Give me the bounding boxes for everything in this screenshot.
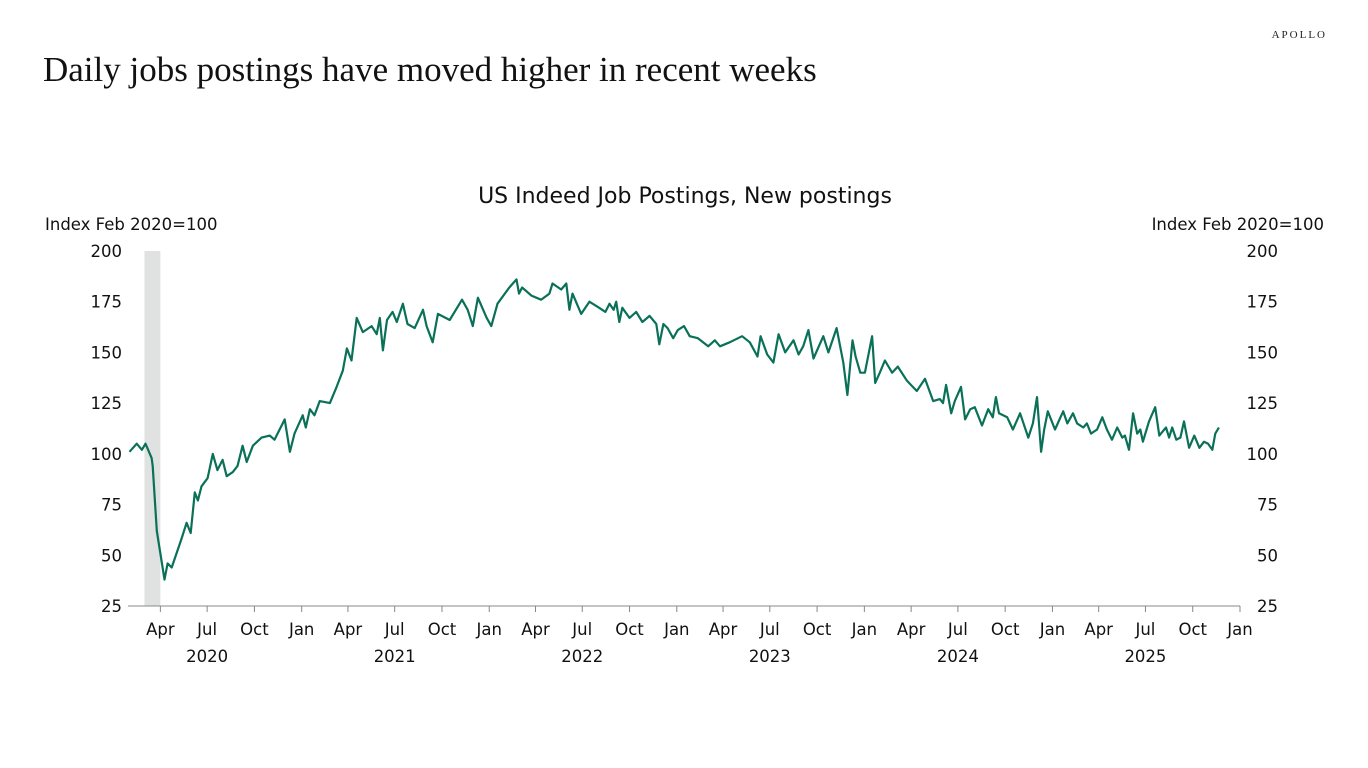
y-tick-label-right: 25 — [1257, 597, 1278, 616]
x-year-label: 2021 — [374, 647, 416, 666]
y-tick-label-left: 75 — [101, 496, 122, 515]
y-tick-label-right: 200 — [1247, 242, 1279, 261]
x-tick-label: Jul — [384, 620, 405, 639]
y-tick-label-right: 75 — [1257, 496, 1278, 515]
x-tick-label: Jul — [1134, 620, 1155, 639]
apollo-logo: APOLLO — [1271, 29, 1327, 41]
x-tick-label: Jul — [759, 620, 780, 639]
x-tick-label: Apr — [146, 620, 175, 639]
x-tick-label: Oct — [803, 620, 832, 639]
x-year-label: 2020 — [186, 647, 228, 666]
x-tick-label: Apr — [709, 620, 738, 639]
x-tick-label: Oct — [240, 620, 269, 639]
x-year-label: 2022 — [561, 647, 603, 666]
y-tick-label-left: 125 — [91, 394, 123, 413]
x-tick-label: Jan — [663, 620, 689, 639]
y-tick-label-left: 200 — [91, 242, 123, 261]
y-tick-label-right: 150 — [1247, 343, 1279, 362]
x-tick-label: Apr — [521, 620, 550, 639]
y-tick-label-left: 50 — [101, 546, 122, 565]
x-tick-label: Apr — [1084, 620, 1113, 639]
x-tick-label: Jan — [1226, 620, 1252, 639]
x-tick-label: Jul — [196, 620, 217, 639]
x-year-label: 2025 — [1124, 647, 1166, 666]
chart-title: US Indeed Job Postings, New postings — [478, 184, 892, 209]
y-tick-label-left: 25 — [101, 597, 122, 616]
x-tick-label: Jan — [476, 620, 502, 639]
x-tick-label: Jan — [851, 620, 877, 639]
slide-headline: Daily jobs postings have moved higher in… — [43, 50, 817, 89]
x-tick-label: Oct — [428, 620, 457, 639]
y-tick-label-left: 175 — [91, 293, 123, 312]
x-tick-label: Apr — [897, 620, 926, 639]
x-tick-label: Jul — [571, 620, 592, 639]
x-tick-label: Apr — [334, 620, 363, 639]
recession-shading — [144, 251, 161, 606]
x-tick-label: Jan — [288, 620, 314, 639]
job-postings-line — [128, 278, 1220, 581]
y-axis-label-left: Index Feb 2020=100 — [45, 215, 217, 234]
x-tick-label: Jul — [947, 620, 968, 639]
y-axis-label-right: Index Feb 2020=100 — [1152, 215, 1324, 234]
x-tick-label: Oct — [615, 620, 644, 639]
x-year-label: 2024 — [937, 647, 979, 666]
x-year-label: 2023 — [749, 647, 791, 666]
y-tick-label-left: 100 — [91, 445, 123, 464]
x-tick-label: Jan — [1039, 620, 1065, 639]
x-tick-label: Oct — [1178, 620, 1207, 639]
x-tick-label: Oct — [991, 620, 1020, 639]
y-tick-label-left: 150 — [91, 343, 123, 362]
y-tick-label-right: 175 — [1247, 293, 1279, 312]
y-tick-label-right: 50 — [1257, 546, 1278, 565]
y-tick-label-right: 125 — [1247, 394, 1279, 413]
y-tick-label-right: 100 — [1247, 445, 1279, 464]
